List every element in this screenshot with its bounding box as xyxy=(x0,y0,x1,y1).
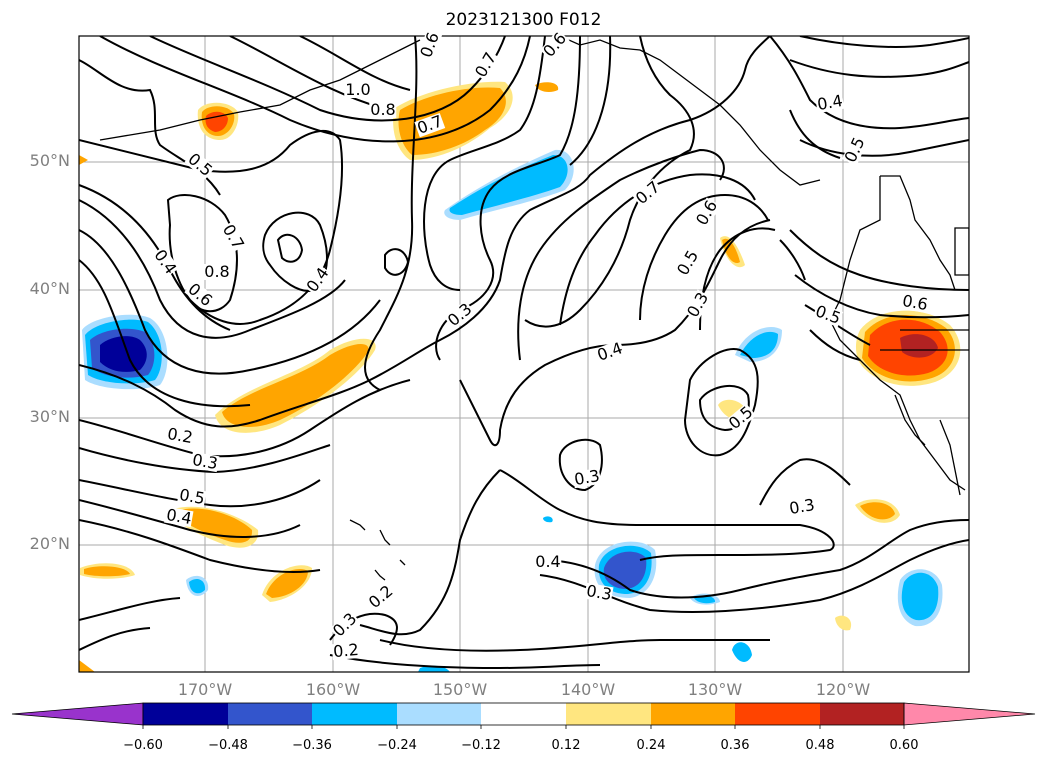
contour-label: 0.8 xyxy=(369,100,397,119)
contour-label: 0.3 xyxy=(787,494,817,519)
contour-label: 0.5 xyxy=(177,484,207,509)
contour-label: 0.2 xyxy=(331,639,361,662)
lat-label-50n: 50°N xyxy=(29,151,70,170)
colorbar-tick-label: −0.24 xyxy=(377,738,417,753)
colorbar-tick-label: 0.36 xyxy=(720,738,750,753)
contour-label: 0.6 xyxy=(900,290,930,315)
contour-label: 0.3 xyxy=(572,465,602,490)
coastlines xyxy=(99,36,969,581)
colorbar-tick-label: −0.60 xyxy=(123,738,163,753)
colorbar-tick-label: −0.48 xyxy=(208,738,248,753)
lat-label-30n: 30°N xyxy=(29,407,70,426)
contour-label: 0.4 xyxy=(815,90,845,115)
contour-label: 0.8 xyxy=(203,262,231,281)
lat-label-20n: 20°N xyxy=(29,534,70,553)
lon-label-170w: 170°W xyxy=(177,680,233,699)
colorbar xyxy=(11,702,1036,729)
contour-label: 0.3 xyxy=(584,580,614,605)
colorbar-tick-label: 0.12 xyxy=(551,738,581,753)
contour-label: 0.4 xyxy=(164,504,194,529)
contour-label: 0.2 xyxy=(165,423,195,448)
lon-label-130w: 130°W xyxy=(687,680,743,699)
colorbar-tick-label: 0.60 xyxy=(889,738,919,753)
lon-label-120w: 120°W xyxy=(815,680,871,699)
colorbar-tick-label: 0.48 xyxy=(805,738,835,753)
plot-area xyxy=(79,36,969,672)
colorbar-tick-label: −0.12 xyxy=(461,738,501,753)
lat-label-40n: 40°N xyxy=(29,279,70,298)
contour-label: 1.0 xyxy=(344,80,372,99)
lon-label-150w: 150°W xyxy=(432,680,488,699)
contour-label: 0.3 xyxy=(190,449,220,474)
colorbar-tick-label: −0.36 xyxy=(292,738,332,753)
lon-label-160w: 160°W xyxy=(305,680,361,699)
lon-label-140w: 140°W xyxy=(560,680,616,699)
colorbar-tick-label: 0.24 xyxy=(636,738,666,753)
contour-label: 0.4 xyxy=(534,552,562,571)
map-title: 2023121300 F012 xyxy=(445,10,602,30)
plot-frame xyxy=(78,35,970,673)
